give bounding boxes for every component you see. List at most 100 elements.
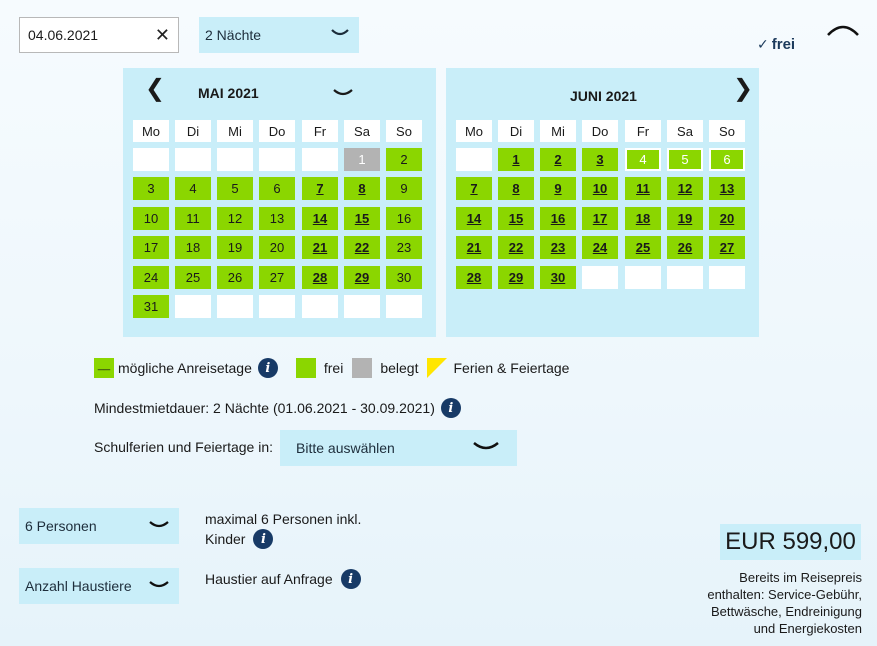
day-cell-june-2[interactable]: 2 bbox=[540, 148, 576, 171]
day-cell-june-27[interactable]: 27 bbox=[709, 236, 745, 260]
next-month-icon[interactable]: ❯ bbox=[733, 75, 754, 102]
day-cell-may-22[interactable]: 22 bbox=[344, 236, 380, 260]
day-cell-june-20[interactable]: 20 bbox=[709, 206, 745, 230]
day-cell-june-11[interactable]: 11 bbox=[625, 177, 661, 201]
day-cell-june-26[interactable]: 26 bbox=[667, 236, 703, 260]
day-cell-may-21[interactable]: 21 bbox=[302, 236, 338, 260]
holidays-region-select[interactable]: Bitte auswählen bbox=[280, 430, 517, 466]
nights-select[interactable]: 2 Nächte bbox=[199, 17, 359, 53]
day-cell-june-14[interactable]: 14 bbox=[456, 206, 492, 230]
day-cell-may-20[interactable]: 20 bbox=[259, 236, 295, 260]
day-cell-may-17[interactable]: 17 bbox=[133, 236, 169, 260]
day-cell-empty bbox=[386, 295, 422, 318]
day-cell-may-11[interactable]: 11 bbox=[175, 206, 211, 230]
day-cell-june-16[interactable]: 16 bbox=[540, 206, 576, 230]
holidays-region-value: Bitte auswählen bbox=[296, 440, 395, 456]
day-cell-may-29[interactable]: 29 bbox=[344, 265, 380, 289]
day-cell-may-25[interactable]: 25 bbox=[175, 265, 211, 289]
day-cell-june-25[interactable]: 25 bbox=[625, 236, 661, 260]
day-cell-june-17[interactable]: 17 bbox=[582, 206, 618, 230]
price-total: EUR 599,00 bbox=[720, 524, 861, 560]
day-cell-may-27[interactable]: 27 bbox=[259, 265, 295, 289]
info-icon[interactable]: i bbox=[340, 569, 361, 589]
day-cell-may-23[interactable]: 23 bbox=[386, 236, 422, 260]
day-cell-may-24[interactable]: 24 bbox=[133, 265, 169, 289]
day-cell-june-29[interactable]: 29 bbox=[498, 265, 534, 289]
day-cell-june-19[interactable]: 19 bbox=[667, 206, 703, 230]
calendar-legend: __ mögliche Anreisetage i frei belegt Fe… bbox=[94, 358, 569, 378]
prev-month-icon[interactable]: ❮ bbox=[145, 75, 166, 102]
day-cell-empty bbox=[217, 148, 253, 171]
day-cell-june-5[interactable]: 5 bbox=[667, 148, 703, 171]
info-icon[interactable]: i bbox=[440, 398, 461, 418]
day-cell-june-4[interactable]: 4 bbox=[625, 148, 661, 171]
day-cell-june-21[interactable]: 21 bbox=[456, 236, 492, 260]
day-cell-may-26[interactable]: 26 bbox=[217, 265, 253, 289]
persons-note-line2: Kinder bbox=[205, 530, 246, 547]
day-cell-june-3[interactable]: 3 bbox=[582, 148, 618, 171]
day-cell-june-7[interactable]: 7 bbox=[456, 177, 492, 201]
persons-note-line1: maximal 6 Personen inkl. bbox=[205, 511, 362, 527]
day-cell-may-10[interactable]: 10 bbox=[133, 206, 169, 230]
day-cell-may-6[interactable]: 6 bbox=[259, 177, 295, 201]
availability-status: ✓ frei bbox=[757, 36, 795, 53]
day-cell-may-9[interactable]: 9 bbox=[386, 177, 422, 201]
free-swatch bbox=[295, 358, 316, 378]
day-cell-june-18[interactable]: 18 bbox=[625, 206, 661, 230]
month-title-june: JUNI 2021 bbox=[570, 88, 637, 104]
day-cell-june-30[interactable]: 30 bbox=[540, 265, 576, 289]
day-cell-may-14[interactable]: 14 bbox=[302, 206, 338, 230]
day-cell-june-6[interactable]: 6 bbox=[709, 148, 745, 171]
day-cell-empty bbox=[582, 265, 618, 289]
day-cell-empty bbox=[625, 265, 661, 289]
clear-icon[interactable]: ✕ bbox=[154, 25, 170, 45]
day-cell-june-24[interactable]: 24 bbox=[582, 236, 618, 260]
weekday-header: Fr bbox=[625, 120, 661, 142]
weekday-header: Do bbox=[259, 120, 295, 142]
day-cell-june-9[interactable]: 9 bbox=[540, 177, 576, 201]
month-select-chevron-icon[interactable] bbox=[333, 89, 353, 99]
day-cell-may-30[interactable]: 30 bbox=[386, 265, 422, 289]
arrival-date-input[interactable]: 04.06.2021 ✕ bbox=[19, 17, 179, 53]
weekday-header: Sa bbox=[667, 120, 703, 142]
day-cell-may-28[interactable]: 28 bbox=[302, 265, 338, 289]
chevron-down-icon bbox=[149, 581, 169, 588]
day-cell-june-23[interactable]: 23 bbox=[540, 236, 576, 260]
weekday-header: Do bbox=[582, 120, 618, 142]
day-cell-may-15[interactable]: 15 bbox=[344, 206, 380, 230]
day-cell-may-19[interactable]: 19 bbox=[217, 236, 253, 260]
day-cell-may-12[interactable]: 12 bbox=[217, 206, 253, 230]
pets-select[interactable]: Anzahl Haustiere bbox=[19, 568, 179, 604]
calendar-month-may: ❮ MAI 2021 Mo Di Mi Do Fr Sa So 1 2 3 4 5 6 7 8 9 10 11 12… bbox=[123, 68, 436, 337]
day-cell-may-13[interactable]: 13 bbox=[259, 206, 295, 230]
day-cell-may-3[interactable]: 3 bbox=[133, 177, 169, 201]
day-cell-may-4[interactable]: 4 bbox=[175, 177, 211, 201]
holidays-swatch bbox=[427, 358, 448, 378]
day-cell-may-1: 1 bbox=[344, 148, 380, 171]
collapse-chevron-up-icon[interactable] bbox=[826, 20, 860, 38]
day-cell-june-13[interactable]: 13 bbox=[709, 177, 745, 201]
day-cell-may-8[interactable]: 8 bbox=[344, 177, 380, 201]
day-cell-may-2[interactable]: 2 bbox=[386, 148, 422, 171]
day-cell-may-31[interactable]: 31 bbox=[133, 295, 169, 318]
info-icon[interactable]: i bbox=[253, 529, 274, 549]
day-cell-june-15[interactable]: 15 bbox=[498, 206, 534, 230]
chevron-down-icon bbox=[149, 521, 169, 528]
info-icon[interactable]: i bbox=[257, 358, 278, 378]
availability-status-label: frei bbox=[771, 36, 796, 53]
day-cell-june-8[interactable]: 8 bbox=[498, 177, 534, 201]
day-cell-june-10[interactable]: 10 bbox=[582, 177, 618, 201]
day-cell-may-16[interactable]: 16 bbox=[386, 206, 422, 230]
persons-note: maximal 6 Personen inkl. Kinder i bbox=[205, 510, 361, 549]
persons-select[interactable]: 6 Personen bbox=[19, 508, 179, 544]
day-cell-empty bbox=[175, 295, 211, 318]
day-cell-june-1[interactable]: 1 bbox=[498, 148, 534, 171]
day-cell-june-22[interactable]: 22 bbox=[498, 236, 534, 260]
price-note-line: Bettwäsche, Endreinigung bbox=[710, 604, 862, 619]
day-cell-empty bbox=[344, 295, 380, 318]
day-cell-may-18[interactable]: 18 bbox=[175, 236, 211, 260]
day-cell-june-12[interactable]: 12 bbox=[667, 177, 703, 201]
day-cell-may-5[interactable]: 5 bbox=[217, 177, 253, 201]
day-cell-may-7[interactable]: 7 bbox=[302, 177, 338, 201]
day-cell-june-28[interactable]: 28 bbox=[456, 265, 492, 289]
